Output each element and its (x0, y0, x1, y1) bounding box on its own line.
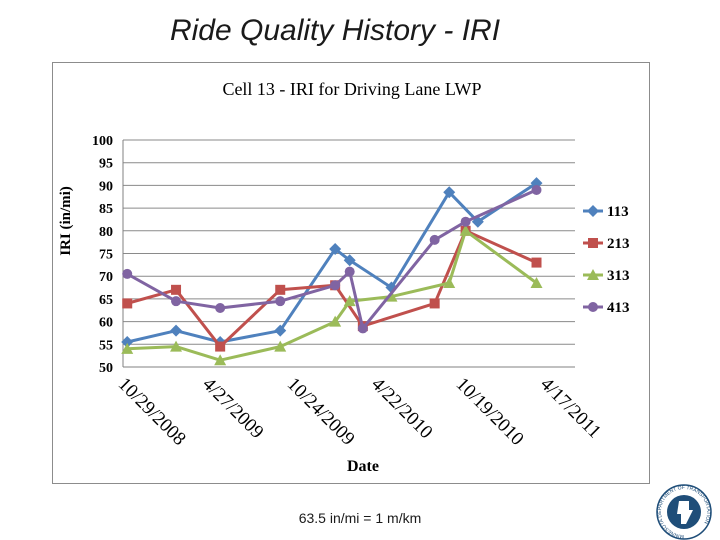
series-line-413 (126, 188, 538, 330)
legend-item-113: 113 (583, 204, 629, 220)
legend-marker (587, 205, 599, 217)
x-tick-labels: 10/29/2008 4/27/2009 10/24/2009 4/22/2010 10… (114, 374, 605, 450)
data-point-313 (329, 315, 342, 327)
y-tick-label: 100 (92, 134, 113, 149)
y-tick-label: 90 (99, 179, 113, 194)
data-point-413 (531, 184, 542, 195)
data-point-113 (443, 186, 456, 199)
legend-label: 113 (607, 204, 629, 220)
data-point-413 (357, 323, 368, 334)
data-point-413 (344, 266, 355, 277)
x-tick-label: 4/27/2009 (198, 374, 267, 443)
data-point-313 (459, 224, 472, 236)
legend-label: 413 (607, 300, 630, 316)
data-point-213 (171, 284, 182, 295)
data-point-313 (274, 340, 287, 352)
data-point-113 (329, 242, 342, 255)
chart-frame: Cell 13 - IRI for Driving Lane LWP IRI (… (52, 62, 650, 484)
legend-marker (587, 269, 599, 280)
data-point-413 (330, 280, 341, 291)
data-point-413 (171, 296, 182, 307)
data-point-113 (274, 324, 287, 337)
y-tick-label: 70 (99, 270, 113, 285)
slide-title: Ride Quality History - IRI (169, 14, 501, 47)
x-tick-label: 10/29/2008 (114, 374, 190, 450)
gridlines (123, 139, 575, 345)
data-point-313 (530, 277, 543, 289)
data-point-113 (343, 254, 356, 267)
legend: 113 213 313 413 (583, 204, 630, 316)
x-tick-label: 4/22/2010 (367, 374, 436, 443)
y-tick-label: 55 (99, 338, 113, 353)
data-point-313 (343, 295, 356, 307)
legend-item-313: 313 (583, 268, 630, 284)
data-point-313 (214, 354, 227, 366)
x-tick-label: 10/19/2010 (452, 374, 528, 450)
x-axis-label: Date (347, 458, 379, 475)
data-point-413 (429, 234, 440, 245)
data-point-413 (215, 302, 226, 313)
x-tick-label: 10/24/2009 (283, 374, 359, 450)
data-point-313 (121, 342, 134, 354)
series-413 (122, 184, 542, 334)
y-tick-label: 75 (99, 248, 113, 263)
series-line-113 (126, 181, 538, 344)
data-point-213 (215, 341, 226, 352)
data-point-213 (531, 257, 542, 268)
chart-title: Cell 13 - IRI for Driving Lane LWP (222, 79, 481, 99)
legend-marker (588, 238, 598, 248)
legend-label: 213 (607, 236, 630, 252)
y-tick-label: 85 (99, 202, 113, 217)
y-axis-label: IRI (in/mi) (58, 186, 74, 256)
data-point-213 (429, 298, 440, 309)
legend-item-413: 413 (583, 300, 630, 316)
legend-label: 313 (607, 268, 630, 284)
series-line-313 (127, 229, 538, 362)
y-tick-label: 95 (99, 157, 113, 172)
series-113 (121, 177, 543, 349)
y-tick-label: 60 (99, 316, 113, 331)
data-point-213 (122, 298, 133, 309)
series-lines (121, 177, 543, 366)
data-point-113 (121, 336, 134, 349)
unit-conversion-note: 63.5 in/mi = 1 m/km (298, 510, 422, 526)
data-point-213 (275, 284, 286, 295)
y-tick-label: 80 (99, 225, 113, 240)
y-tick-label: 50 (99, 361, 113, 376)
y-tick-labels: 100 95 90 85 80 75 70 65 60 55 50 (92, 134, 113, 376)
data-point-113 (170, 324, 183, 337)
x-tick-label: 4/17/2011 (536, 374, 605, 443)
legend-marker (588, 302, 598, 312)
data-point-413 (460, 216, 471, 227)
data-point-313 (170, 340, 183, 352)
iri-line-chart: Cell 13 - IRI for Driving Lane LWP IRI (… (58, 79, 630, 475)
mndot-logo-icon: MINNESOTA DEPARTMENT OF TRANSPORTATION (656, 484, 712, 540)
y-tick-label: 65 (99, 293, 113, 308)
axes (122, 140, 575, 368)
data-point-413 (275, 296, 286, 307)
data-point-413 (122, 268, 133, 279)
legend-item-213: 213 (583, 236, 630, 252)
series-313 (121, 224, 543, 366)
data-point-313 (443, 277, 456, 289)
